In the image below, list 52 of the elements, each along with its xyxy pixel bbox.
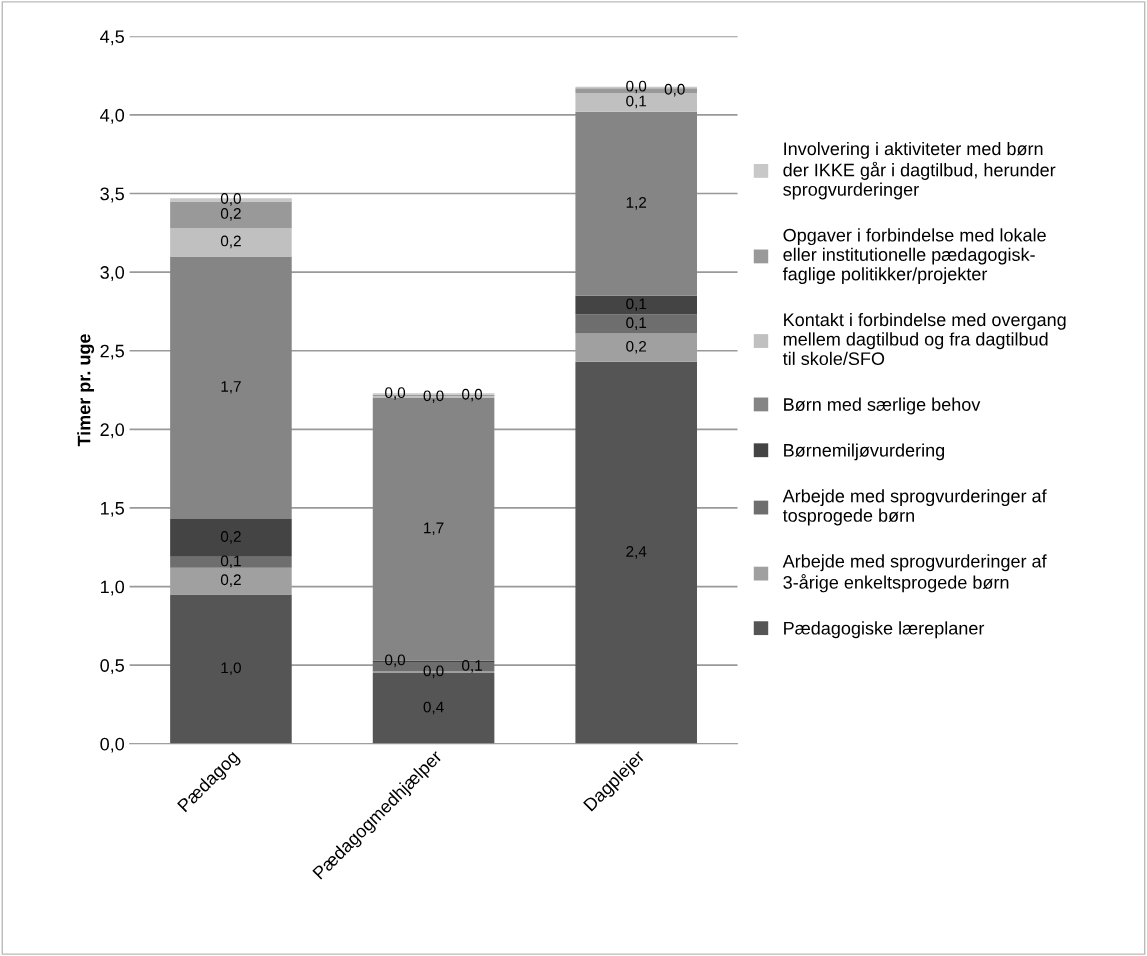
y-tick-label: 3,0 — [100, 266, 125, 281]
legend-label: Opgaver i forbindelse med lokale eller institutionelle pædagogisk- faglige politikker/projekter — [782, 228, 1046, 285]
legend-label: Børnemiljøvurdering — [784, 443, 945, 461]
y-tick-label: 0,0 — [100, 737, 125, 753]
bar — [170, 518, 292, 557]
y-tick-label: 1,5 — [101, 502, 124, 517]
bar — [170, 256, 292, 519]
data-label: 0,0 — [626, 80, 647, 94]
y-tick-label: 0,5 — [100, 659, 124, 675]
y-tick-label: 4,0 — [100, 108, 125, 124]
y-axis-title: Timer pr. uge — [77, 334, 95, 447]
data-label: 1,2 — [626, 197, 647, 210]
bar — [170, 594, 292, 744]
bar — [170, 556, 292, 568]
legend-label: Arbejde med sprogvurderinger af 3-årige enkeltsprogede børn — [782, 554, 1047, 593]
data-label: 0,0 — [664, 83, 685, 97]
y-tick-label: 2,0 — [100, 423, 125, 439]
bar — [575, 111, 697, 296]
y-tick-label: 3,5 — [100, 187, 124, 203]
legend-label: Børn med særlige behov — [784, 397, 981, 415]
data-label: 1,0 — [221, 662, 241, 675]
legend-label: Involvering i aktiviteter med børn der IKKE går i dagtilbud, herunder sprogvurderinger — [783, 141, 1056, 200]
data-label: 0,2 — [220, 531, 241, 544]
data-label: 0,1 — [626, 317, 647, 330]
y-tick-label: 1,0 — [101, 580, 125, 596]
y-tick-label: 4,5 — [100, 30, 124, 46]
data-label: 2,4 — [626, 546, 647, 559]
bar — [575, 295, 697, 315]
data-label: 0,0 — [220, 193, 241, 206]
data-label: 0,1 — [626, 95, 647, 109]
legend-label: Arbejde med sprogvurderinger af tosprogede børn — [782, 489, 1047, 526]
data-label: 0,2 — [626, 340, 647, 354]
data-label: 0,0 — [423, 665, 444, 679]
bar — [575, 314, 697, 334]
y-tick-label: 2,5 — [100, 344, 124, 360]
data-label: 0,0 — [385, 387, 406, 400]
data-label: 0,2 — [220, 208, 241, 221]
data-label: 0,0 — [462, 388, 483, 402]
data-label: 0,2 — [220, 574, 241, 587]
bar — [575, 361, 697, 744]
legend-label: Pædagogiske læreplaner — [784, 621, 985, 639]
data-label: 0,2 — [220, 235, 241, 249]
data-label: 0,0 — [423, 390, 444, 404]
data-label: 1,7 — [221, 381, 241, 394]
data-label: 0,1 — [626, 298, 647, 312]
data-label: 1,7 — [424, 522, 444, 536]
data-label: 0,1 — [462, 660, 482, 673]
legend-label: Kontakt i forbindelse med overgang mellem dagtilbud og fra dagtilbud til skole/SFO — [782, 312, 1066, 366]
data-label: 0,1 — [220, 555, 241, 569]
data-label: 0,0 — [385, 654, 406, 668]
bar — [170, 228, 292, 257]
data-label: 0,4 — [423, 701, 444, 715]
